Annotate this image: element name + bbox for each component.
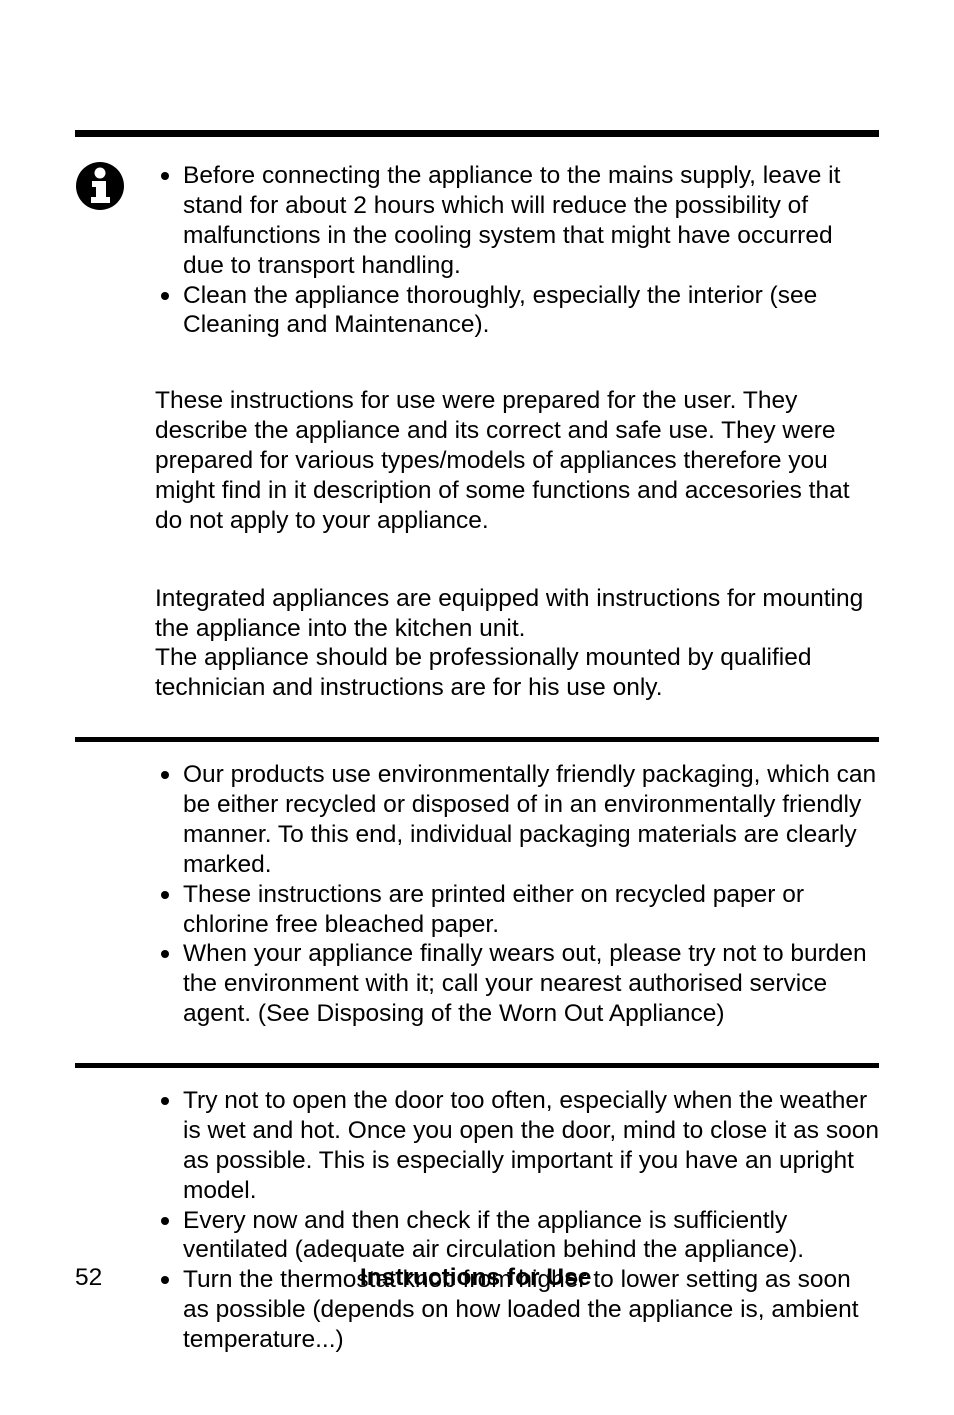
page-number: 52 (75, 1264, 102, 1292)
spacer (155, 340, 879, 386)
info-icon (75, 161, 125, 211)
list-item: When your appliance finally wears out, p… (155, 939, 879, 1029)
list-item: Try not to open the door too often, espe… (155, 1086, 879, 1206)
spacer (155, 536, 879, 584)
section-rule (75, 737, 879, 742)
paragraph: These instructions for use were prepared… (155, 386, 879, 535)
icon-column (75, 161, 155, 216)
text-column: Before connecting the appliance to the m… (155, 161, 879, 703)
section-environment: Our products use environmentally friendl… (75, 760, 879, 1029)
paragraph: Integrated appliances are equipped with … (155, 584, 879, 644)
text-column: Our products use environmentally friendl… (155, 760, 879, 1029)
list-item: These instructions are printed either on… (155, 880, 879, 940)
list-item: Every now and then check if the applianc… (155, 1206, 879, 1266)
section-rule (75, 1063, 879, 1068)
list-item: Clean the appliance thoroughly, especial… (155, 281, 879, 341)
footer-title: Instructions for Use (102, 1264, 849, 1292)
bullet-list: Try not to open the door too often, espe… (155, 1086, 879, 1355)
page-body: Before connecting the appliance to the m… (0, 0, 954, 1415)
bullet-list: Our products use environmentally friendl… (155, 760, 879, 1029)
bullet-list: Before connecting the appliance to the m… (155, 161, 879, 340)
page-footer: 52 Instructions for Use (75, 1264, 879, 1292)
section-before-first-use: Before connecting the appliance to the m… (75, 161, 879, 703)
paragraph: The appliance should be professionally m… (155, 643, 879, 703)
text-column: Try not to open the door too often, espe… (155, 1086, 879, 1355)
top-rule (75, 130, 879, 137)
list-item: Our products use environmentally friendl… (155, 760, 879, 880)
list-item: Before connecting the appliance to the m… (155, 161, 879, 281)
section-energy-saving: Try not to open the door too often, espe… (75, 1086, 879, 1355)
